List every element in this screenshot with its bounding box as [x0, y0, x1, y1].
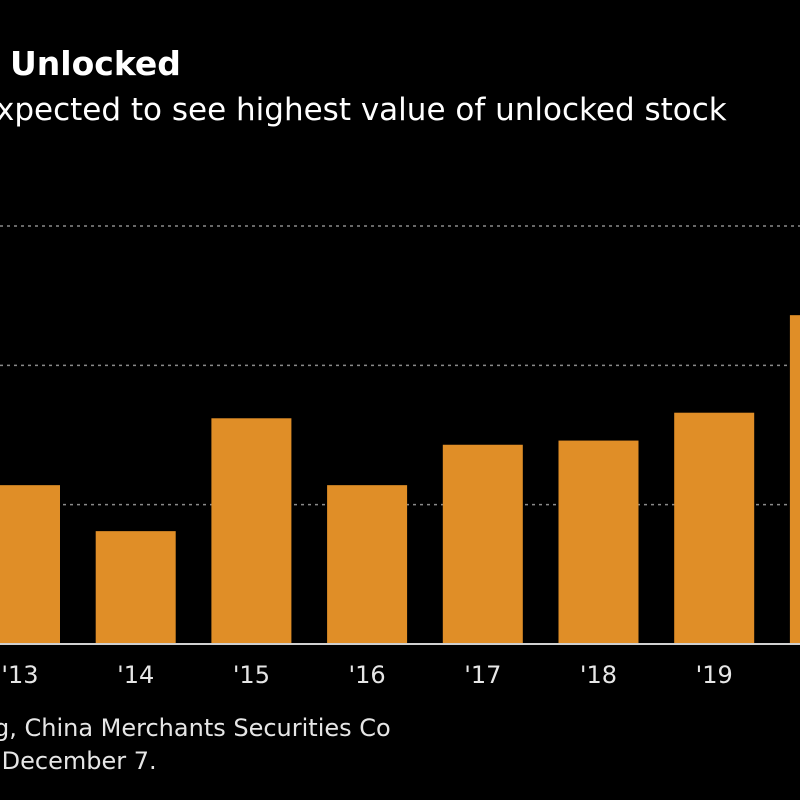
x-tick-label: '14 — [117, 661, 154, 689]
bar-18 — [558, 440, 639, 644]
x-tick-label: '15 — [233, 661, 270, 689]
bar-20 — [789, 315, 800, 644]
bar-16 — [327, 485, 408, 644]
bar-15 — [211, 418, 292, 644]
x-tick-label: '19 — [696, 661, 733, 689]
x-tick-label: '16 — [349, 661, 386, 689]
bar-13 — [0, 485, 60, 644]
x-tick-label: '13 — [1, 661, 38, 689]
chart-subtitle: xpected to see highest value of unlocked… — [0, 92, 727, 128]
bar-19 — [674, 412, 755, 644]
chart-title: Unlocked — [10, 44, 181, 83]
bar-14 — [95, 531, 176, 644]
source-line-1: g, China Merchants Securities Co — [0, 714, 391, 742]
source-line-2: December 7. — [0, 747, 157, 775]
x-tick-label: '18 — [580, 661, 617, 689]
bar-17 — [442, 444, 523, 644]
x-tick-label: '17 — [464, 661, 501, 689]
source-note: g, China Merchants Securities Co Decembe… — [0, 712, 391, 778]
